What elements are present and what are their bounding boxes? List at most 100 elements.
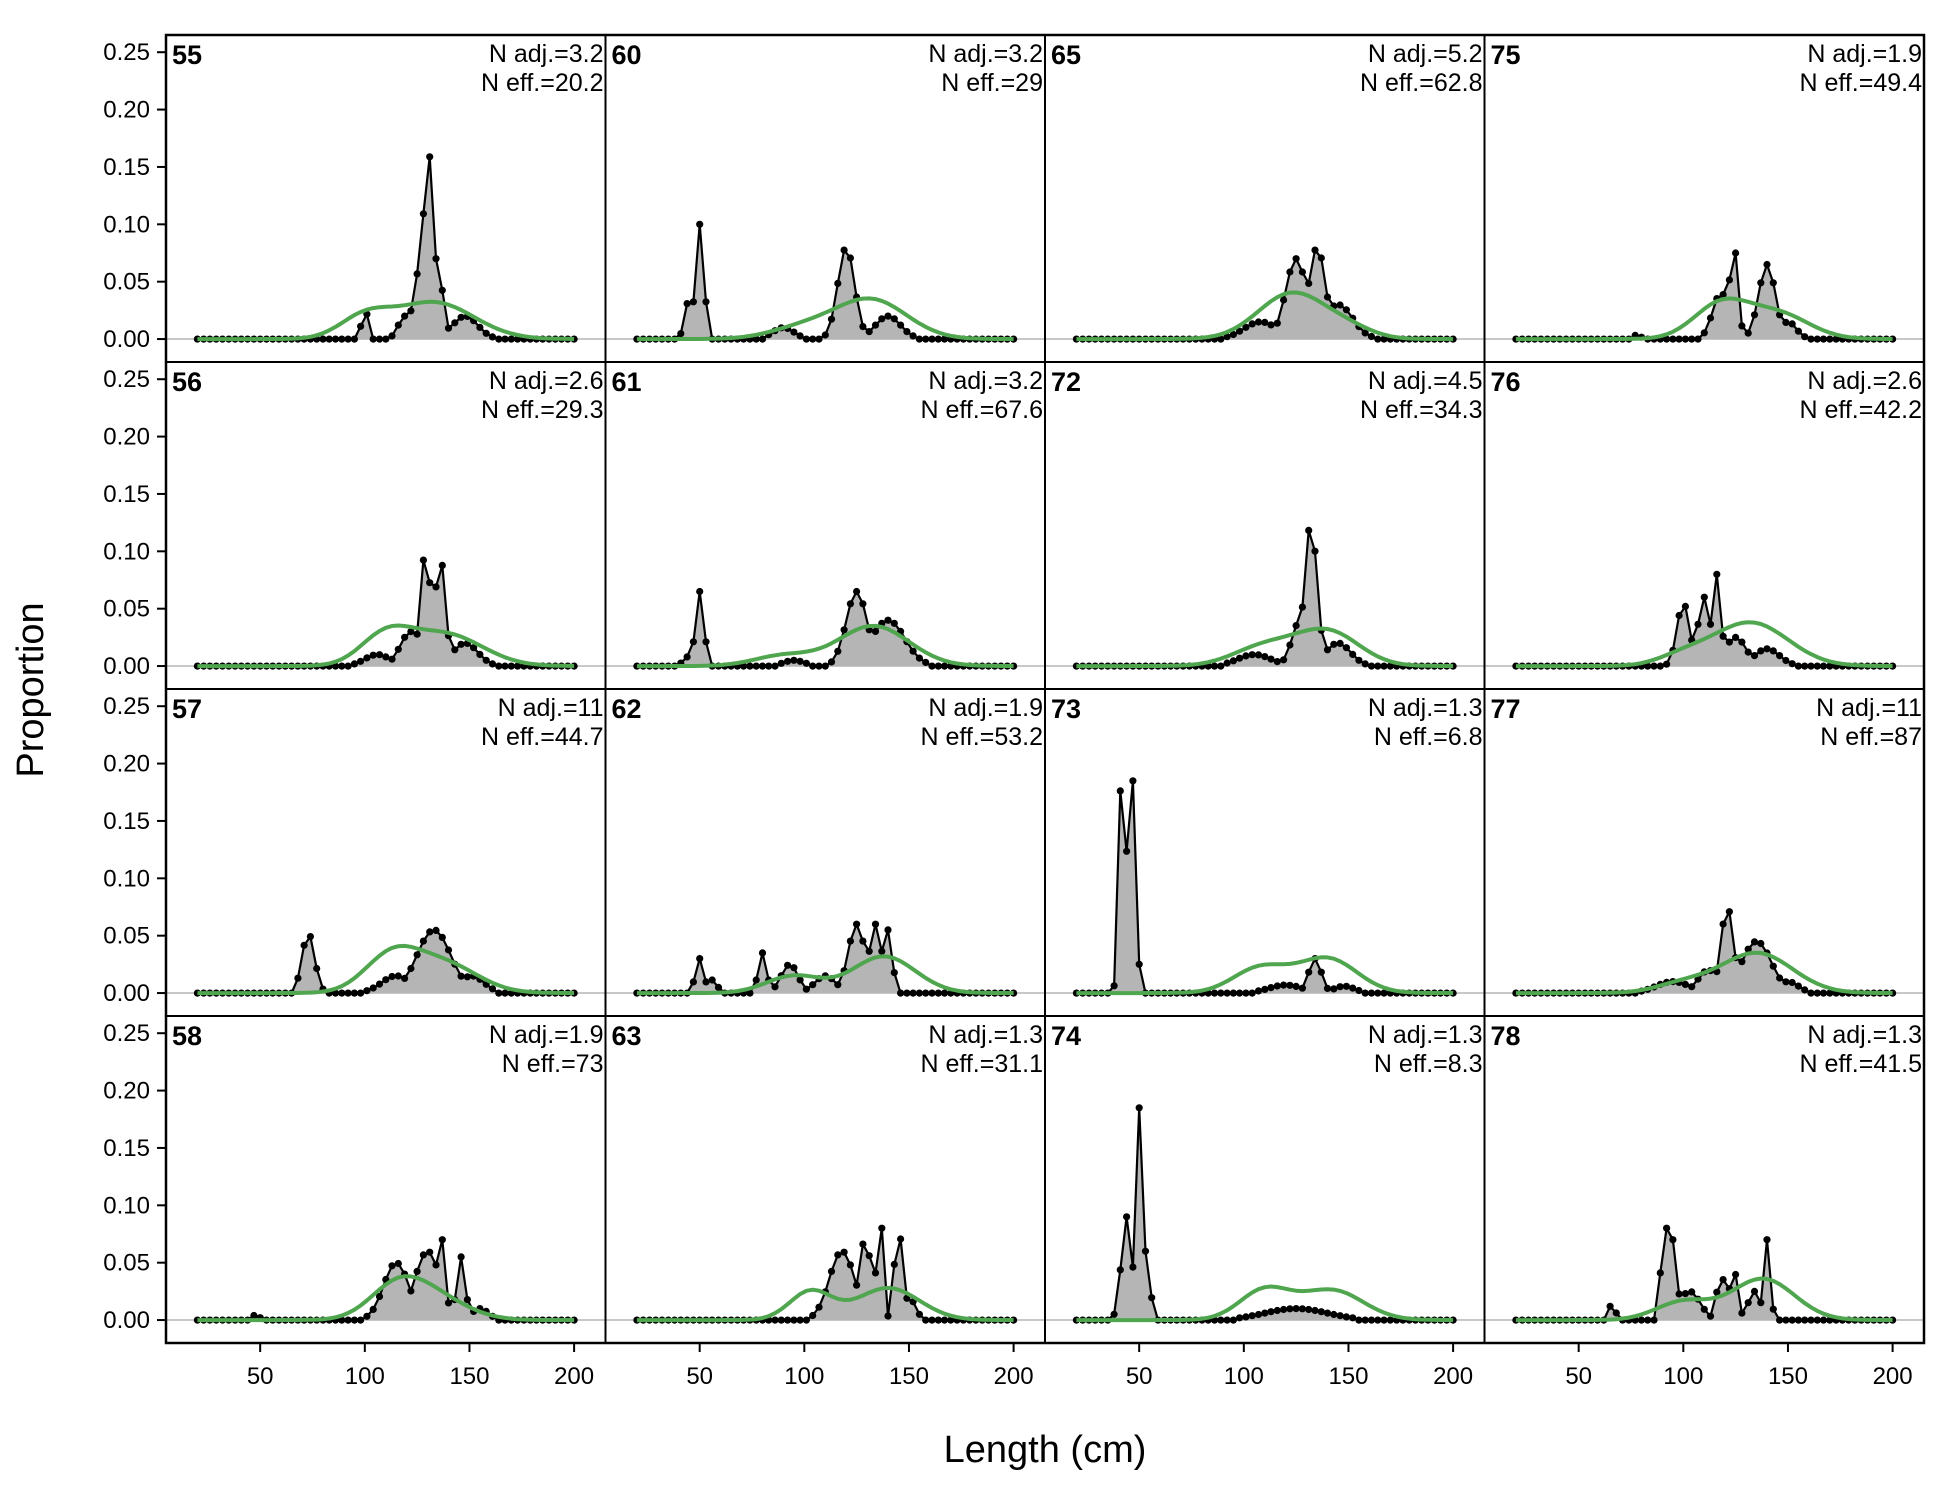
observed-point [790,964,798,972]
observed-point [1681,335,1689,343]
observed-point [1738,1309,1746,1317]
observed-point [338,1316,346,1324]
observed-point [388,332,396,340]
outer-frame [164,33,1926,1345]
observed-point [1663,660,1671,668]
observed-point [1254,1310,1263,1319]
observed-point [934,335,942,343]
observed-point [1750,938,1759,946]
observed-point [1135,960,1143,968]
observed-point [1782,656,1790,665]
observed-point [1386,1316,1394,1324]
x-tick-label: 100 [1224,1363,1264,1390]
observed-line [1076,530,1454,668]
observed-point [1719,291,1727,299]
observed-point [1361,660,1369,668]
n-adj-label: N adj.=3.2 [928,367,1043,395]
observed-point [1688,335,1696,343]
observed-point [1801,986,1809,994]
observed-points [193,153,578,343]
n-eff-label: N eff.=87 [1820,723,1922,751]
observed-point [890,969,898,977]
observed-point [438,561,446,570]
observed-area [197,930,575,994]
observed-point [413,270,421,278]
observed-point [1217,335,1225,343]
observed-point [375,980,384,988]
observed-point [338,989,346,997]
observed-point [897,321,905,329]
observed-point [871,920,880,928]
observed-point [752,662,760,670]
n-eff-label: N eff.=73 [502,1050,604,1078]
n-adj-label: N adj.=1.3 [1807,1021,1922,1049]
observed-point [250,1311,258,1320]
observed-point [1248,989,1256,997]
panel-56: 56 N adj.=2.6N eff.=29.3 [166,367,606,670]
observed-point [1273,1306,1281,1315]
n-adj-label: N adj.=1.3 [1368,1021,1483,1049]
n-eff-label: N eff.=42.2 [1799,396,1922,424]
y-tick-label: 0.25 [103,693,150,720]
observed-point [909,647,917,655]
observed-point [677,330,685,338]
observed-point [777,1316,785,1324]
observed-point [1298,603,1306,611]
observed-point [1229,657,1237,665]
observed-point [1317,968,1325,976]
observed-point [300,941,308,949]
observed-point [1286,1305,1294,1313]
observed-point [1681,980,1689,989]
y-tick-label: 0.20 [103,97,150,124]
observed-point [809,981,817,989]
observed-point [758,949,767,957]
observed-point [909,332,917,340]
observed-point [1110,982,1118,990]
y-tick-label: 0.20 [103,1078,150,1105]
observed-point [1606,1302,1614,1310]
observed-point [1267,1308,1275,1316]
observed-point [947,1316,955,1324]
n-eff-label: N eff.=31.1 [920,1050,1043,1078]
observed-point [777,659,785,667]
expected-line [636,296,1014,342]
observed-point [827,658,836,666]
observed-point [463,973,471,981]
panel-id: 61 [612,367,642,397]
observed-point [1794,327,1802,335]
x-tick-label: 150 [1768,1363,1808,1390]
observed-point [802,1316,811,1324]
observed-point [369,1305,377,1313]
observed-point [457,640,465,648]
observed-point [1801,333,1809,341]
n-eff-label: N eff.=49.4 [1799,69,1922,97]
expected-line [1515,620,1893,669]
observed-point [426,153,434,161]
observed-point [940,989,949,997]
observed-point [1342,644,1350,652]
y-tick-label: 0.20 [103,424,150,451]
observed-point [1317,254,1325,262]
x-tick-label: 200 [1873,1363,1913,1390]
observed-point [451,319,459,327]
observed-point [746,662,754,670]
observed-point [790,328,798,336]
observed-point [432,255,440,263]
observed-point [488,333,497,341]
observed-point [482,656,490,664]
observed-point [1286,268,1294,276]
observed-point [401,633,409,641]
observed-point [1813,989,1821,997]
observed-point [871,1269,880,1277]
observed-point [1763,1236,1771,1244]
observed-point [1675,335,1683,343]
y-tick-label: 0.15 [103,808,150,835]
observed-point [1292,255,1300,263]
x-tick-label: 150 [1328,1363,1368,1390]
observed-point [306,933,314,941]
observed-point [1788,320,1796,328]
observed-point [1656,1269,1664,1277]
observed-point [495,662,503,670]
observed-point [338,662,346,670]
observed-point [865,328,873,336]
